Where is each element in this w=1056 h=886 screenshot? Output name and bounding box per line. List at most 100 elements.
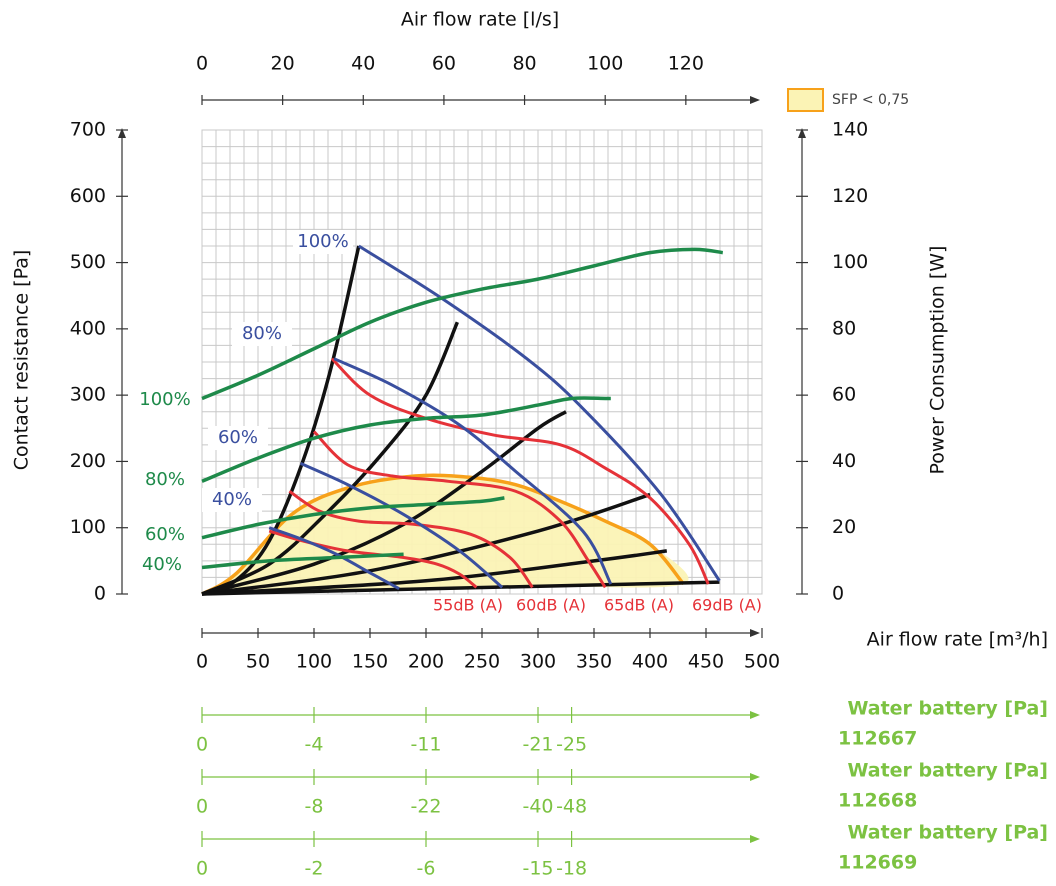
- bottom-axis-tick-label: 0: [196, 651, 208, 673]
- power-curve-label: 100%: [139, 389, 190, 410]
- battery-tick-label: -25: [556, 734, 587, 756]
- left-axis-tick-label: 400: [70, 317, 106, 339]
- battery-axis-arrow: [750, 835, 760, 843]
- top-axis-tick-label: 0: [196, 53, 208, 75]
- noise-curve-4: [330, 357, 710, 585]
- top-axis-tick-label: 80: [512, 53, 536, 75]
- noise-curve-2: [288, 490, 534, 589]
- fan-label-bg: [208, 426, 268, 450]
- right-axis-tick-label: 20: [832, 516, 856, 538]
- noise-label-bg: [684, 595, 770, 617]
- fan-curve-1: [357, 244, 721, 582]
- battery-code: 112668: [838, 790, 917, 812]
- noise-label-bg: [596, 595, 682, 617]
- battery-tick-label: -40: [522, 796, 553, 818]
- water-battery-scale-112667: 0 -4 -11 -21 -25 Water battery [Pa] 112667: [196, 698, 1048, 756]
- sfp-region-outline: [201, 473, 685, 596]
- bottom-axis-arrow: [750, 629, 760, 637]
- power-curve-label: 80%: [145, 469, 185, 490]
- right-axis-tick-label: 140: [832, 119, 868, 141]
- battery-tick-label: -15: [522, 858, 553, 880]
- noise-label-bg: [425, 595, 511, 617]
- left-axis-tick-label: 300: [70, 384, 106, 406]
- power-curve-2: [201, 396, 611, 483]
- left-axis-arrow: [118, 128, 126, 138]
- battery-tick-label: -21: [522, 734, 553, 756]
- battery-tick-label: -2: [305, 858, 324, 880]
- battery-title: Water battery [Pa]: [847, 822, 1048, 844]
- bottom-axis-tick-label: 150: [352, 651, 388, 673]
- bottom-axis-tick-label: 350: [576, 651, 612, 673]
- fan-curve-3: [299, 462, 504, 589]
- right-axis-tick-label: 100: [832, 251, 868, 273]
- noise-curve-3: [312, 430, 607, 589]
- power-curve-label: 40%: [142, 554, 182, 575]
- fan-curve-label: 100%: [297, 231, 348, 252]
- right-axis-tick-label: 40: [832, 450, 856, 472]
- battery-tick-label: -22: [410, 796, 441, 818]
- left-axis-title: Contact resistance [Pa]: [11, 250, 33, 471]
- battery-axis-arrow: [750, 711, 760, 719]
- system-curve-2: [201, 321, 459, 596]
- bottom-axis-tick-label: 500: [744, 651, 780, 673]
- right-axis-tick-label: 0: [832, 583, 844, 605]
- power-curve-1: [201, 247, 724, 401]
- battery-axis-arrow: [750, 773, 760, 781]
- noise-curve-label: 55dB (A): [433, 596, 503, 615]
- left-axis-tick-label: 600: [70, 185, 106, 207]
- top-axis-tick-label: 100: [587, 53, 623, 75]
- noise-curve-label: 69dB (A): [692, 596, 762, 615]
- bottom-axis-tick-label: 200: [408, 651, 444, 673]
- left-axis-tick-label: 0: [94, 583, 106, 605]
- bottom-axis-tick-label: 450: [688, 651, 724, 673]
- battery-tick-label: 0: [196, 734, 208, 756]
- noise-curve-label: 60dB (A): [516, 596, 586, 615]
- fan-curve-4: [268, 526, 400, 591]
- fan-curve-label: 60%: [218, 427, 258, 448]
- water-battery-scale-112669: 0 -2 -6 -15 -18 Water battery [Pa] 112669: [196, 822, 1048, 880]
- fan-curve-label: 80%: [242, 323, 282, 344]
- legend-swatch: [787, 88, 824, 112]
- fan-label-bg: [232, 322, 292, 346]
- battery-tick-label: -6: [417, 858, 436, 880]
- noise-curve-label: 65dB (A): [604, 596, 674, 615]
- top-axis-arrow: [750, 96, 760, 104]
- top-axis-tick-label: 60: [432, 53, 456, 75]
- top-axis-tick-label: 40: [351, 53, 375, 75]
- right-axis-title: Power Consumption [W]: [927, 246, 949, 475]
- battery-code: 112669: [838, 852, 917, 874]
- left-axis-tick-label: 700: [70, 119, 106, 141]
- bottom-axis-tick-label: 50: [246, 651, 270, 673]
- left-axis-tick-label: 100: [70, 516, 106, 538]
- system-curve-4: [201, 492, 651, 596]
- battery-tick-label: -11: [410, 734, 441, 756]
- battery-code: 112667: [838, 728, 917, 750]
- fan-label-bg: [293, 230, 353, 254]
- right-axis-tick-label: 80: [832, 317, 856, 339]
- power-curve-3: [201, 496, 505, 540]
- power-curve-label: 60%: [145, 524, 185, 545]
- battery-tick-label: -8: [305, 796, 324, 818]
- right-axis-arrow: [798, 128, 806, 138]
- system-curve-5: [201, 549, 668, 596]
- bottom-axis-title: Air flow rate [m³/h]: [867, 629, 1048, 651]
- battery-tick-label: 0: [196, 796, 208, 818]
- right-axis-tick-label: 120: [832, 185, 868, 207]
- fan-label-bg: [202, 488, 262, 512]
- left-axis-tick-label: 200: [70, 450, 106, 472]
- battery-title: Water battery [Pa]: [847, 698, 1048, 720]
- bottom-axis-tick-label: 300: [520, 651, 556, 673]
- battery-tick-label: 0: [196, 858, 208, 880]
- system-curve-6: [201, 580, 720, 596]
- bottom-axis-tick-label: 100: [296, 651, 332, 673]
- legend-label: SFP < 0,75: [832, 92, 909, 108]
- water-battery-scale-112668: 0 -8 -22 -40 -48 Water battery [Pa] 112668: [196, 760, 1048, 818]
- system-curve-3: [201, 410, 567, 596]
- fan-curve-label: 40%: [212, 489, 252, 510]
- battery-tick-label: -18: [556, 858, 587, 880]
- bottom-axis-tick-label: 250: [464, 651, 500, 673]
- battery-tick-label: -4: [305, 734, 324, 756]
- battery-title: Water battery [Pa]: [847, 760, 1048, 782]
